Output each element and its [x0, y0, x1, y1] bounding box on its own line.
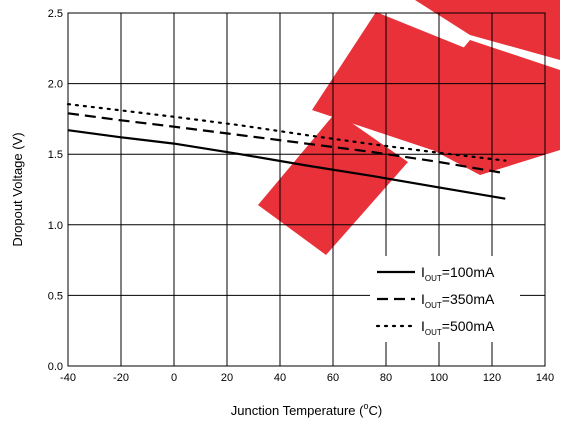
watermark-logo: [258, 0, 560, 255]
legend-label-3: IOUT=500mA: [421, 318, 495, 337]
x-axis-label-main: Junction Temperature (: [231, 403, 364, 418]
series-line-3: [66, 103, 507, 162]
legend-label-sub: OUT: [425, 301, 442, 310]
x-tick-label: 0: [171, 372, 177, 384]
watermark-shape: [395, 40, 560, 175]
watermark-shape: [415, 0, 560, 60]
legend-label-sub: OUT: [425, 274, 442, 283]
x-axis-label-degree: o: [363, 401, 368, 411]
legend-label-main: I: [421, 291, 425, 307]
x-tick-label: -40: [60, 372, 76, 384]
x-axis-label-unit: C): [369, 403, 383, 418]
x-tick-label: 120: [483, 372, 501, 384]
y-tick-label: 2.5: [48, 8, 63, 20]
legend-label-1: IOUT=100mA: [421, 264, 495, 283]
x-tick-label: 60: [327, 372, 339, 384]
x-tick-label: 140: [536, 372, 554, 384]
plot-frame: [67, 12, 546, 367]
y-tick-label: 0.5: [48, 290, 63, 302]
legend-label-tail: =350mA: [442, 291, 495, 307]
y-tick-label: 1.0: [48, 220, 63, 232]
series-layer: [66, 103, 507, 200]
y-tick-label: 2.0: [48, 79, 63, 91]
legend-label-2: IOUT=350mA: [421, 291, 495, 310]
x-tick-label: 80: [380, 372, 392, 384]
x-tick-label: 40: [274, 372, 286, 384]
series-line-1: [67, 129, 506, 200]
x-axis-label: Junction Temperature (oC): [231, 401, 382, 418]
legend-label-main: I: [421, 264, 425, 280]
legend-label-tail: =100mA: [442, 264, 495, 280]
legend-label-tail: =500mA: [442, 318, 495, 334]
x-tick-label: 20: [221, 372, 233, 384]
series-line-2: [67, 112, 506, 175]
tick-labels: -40 -20 0 20 40 60 80 100 120 140 0.0 0.5 1.0 1.5 2.0 2…: [48, 8, 554, 384]
y-tick-label: 1.5: [48, 149, 63, 161]
y-tick-label: 0.0: [48, 361, 63, 373]
x-tick-label: 100: [430, 372, 448, 384]
legend-label-sub: OUT: [425, 328, 442, 337]
x-tick-label: -20: [113, 372, 129, 384]
legend-label-main: I: [421, 318, 425, 334]
y-axis-label: Dropout Voltage (V): [10, 132, 25, 246]
